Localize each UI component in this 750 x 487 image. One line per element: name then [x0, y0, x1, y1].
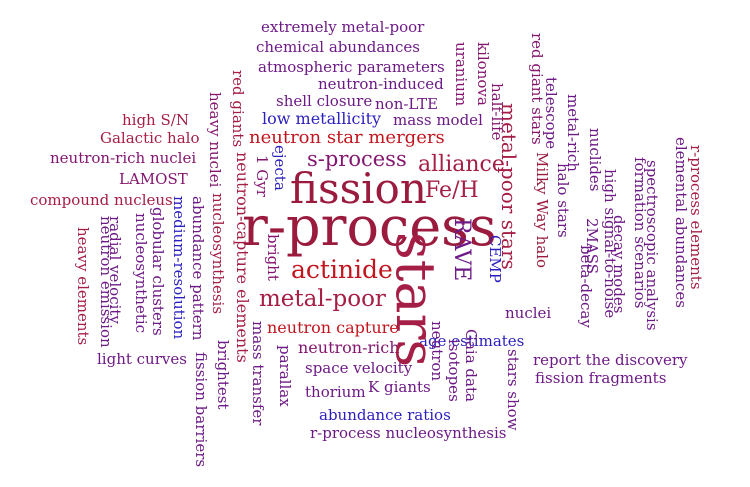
word-cloud-term: r-process — [242, 195, 497, 258]
word-cloud-term: neutron-induced — [318, 75, 444, 93]
word-cloud-term: mass transfer — [249, 321, 267, 426]
word-cloud-term: bright — [264, 234, 282, 281]
word-cloud-term: metal-poor — [259, 286, 386, 312]
word-cloud-term: space velocity — [305, 359, 413, 377]
word-cloud-term: nucleosynthetic — [132, 213, 150, 334]
word-cloud-term: atmospheric parameters — [258, 58, 445, 76]
word-cloud-term: chemical abundances — [256, 38, 420, 56]
word-cloud-term: abundance pattern — [189, 196, 207, 341]
word-cloud-term: elemental abundances — [672, 137, 690, 308]
word-cloud-term: nucleosynthesis — [209, 193, 227, 315]
word-cloud-term: high S/N — [122, 111, 189, 129]
word-cloud-term: red giant stars — [528, 33, 546, 145]
word-cloud-term: stars show — [504, 349, 522, 431]
word-cloud-term: alliance — [418, 152, 505, 177]
word-cloud-term: Fe/H — [425, 178, 479, 203]
word-cloud-term: medium-resolution — [170, 196, 188, 340]
word-cloud-term: heavy nuclei — [206, 92, 224, 188]
word-cloud-term: high signal-to-noise — [601, 169, 619, 319]
word-cloud-term: RAVE — [449, 218, 474, 282]
word-cloud-term: mass model — [393, 111, 483, 129]
word-cloud-term: Gaia data — [462, 329, 480, 402]
word-cloud-term: neutron capture — [267, 318, 399, 337]
word-cloud-term: uranium — [452, 42, 470, 107]
word-cloud-term: K giants — [368, 378, 431, 396]
word-cloud-term: fission — [290, 164, 427, 213]
word-cloud-term: s-process — [307, 147, 407, 171]
word-cloud-term: neutron-rich nuclei — [50, 149, 197, 167]
word-cloud-term: light curves — [97, 350, 187, 368]
word-cloud-term: CEMP — [486, 235, 504, 283]
word-cloud-term: neutron-capture elements — [233, 152, 252, 363]
word-cloud-term: LAMOST — [119, 170, 188, 188]
word-cloud-term: Galactic halo — [100, 129, 200, 147]
word-cloud-term: actinide — [291, 255, 393, 284]
word-cloud-term: heavy elements — [74, 227, 92, 346]
word-cloud-term: nuclei — [505, 304, 552, 322]
word-cloud-term: r-process elements — [687, 145, 705, 290]
word-cloud-term: thorium — [305, 383, 366, 401]
word-cloud-term: fission barriers — [192, 352, 210, 468]
word-cloud-term: abundance ratios — [319, 406, 451, 424]
word-cloud-term: parallax — [276, 345, 294, 407]
word-cloud-term: low metallicity — [262, 109, 382, 128]
word-cloud-term: neutron — [428, 321, 446, 382]
word-cloud-term: halo stars — [554, 163, 572, 238]
word-cloud-term: extremely metal-poor — [261, 18, 425, 36]
word-cloud-term: 1 Gyr — [253, 155, 271, 197]
word-cloud-term: red giants — [229, 70, 247, 148]
word-cloud-term: brightest — [214, 340, 232, 410]
word-cloud-term: isotopes — [445, 339, 463, 402]
word-cloud-term: spectroscopic analysis — [643, 160, 661, 331]
word-cloud-term: globular clusters — [149, 207, 167, 336]
word-cloud-term: age estimates — [419, 332, 525, 350]
word-cloud-term: neutron star mergers — [249, 127, 445, 148]
word-cloud-term: ejecta — [271, 145, 289, 191]
word-cloud-term: kilonova — [474, 42, 492, 106]
word-cloud-term: shell closure — [276, 92, 373, 110]
word-cloud-term: Milky Way halo — [533, 152, 551, 269]
word-cloud-term: 2MASS — [583, 218, 601, 275]
word-cloud-term: compound nucleus — [30, 191, 173, 209]
word-cloud-term: fission fragments — [535, 369, 667, 387]
word-cloud-term: metal-rich — [564, 94, 582, 172]
word-cloud-term: non-LTE — [375, 95, 439, 113]
word-cloud-term: nuclides — [586, 128, 604, 192]
word-cloud-term: neutron emission — [97, 216, 115, 348]
word-cloud-term: neutron-rich — [298, 338, 400, 357]
word-cloud-term: r-process nucleosynthesis — [310, 424, 507, 442]
word-cloud-term: report the discovery — [533, 351, 688, 369]
